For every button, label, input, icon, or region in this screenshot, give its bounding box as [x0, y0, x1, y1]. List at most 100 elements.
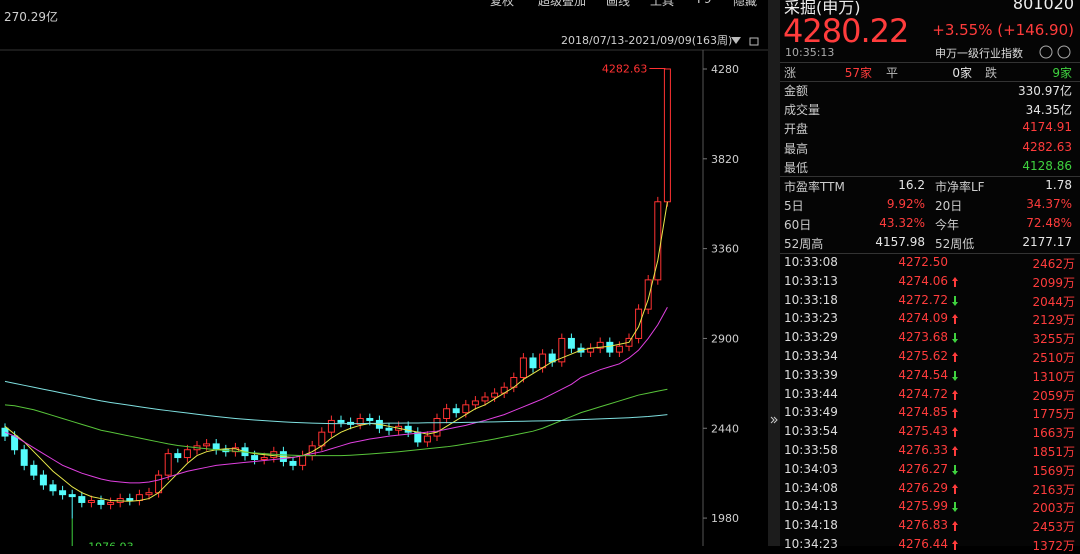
candle-body [164, 453, 172, 476]
candle-body [49, 484, 57, 492]
stat-value: 34.35亿 [1025, 103, 1072, 118]
candle-body [423, 435, 431, 443]
trade-time: 10:34:18 [784, 518, 838, 533]
trade-direction-icon [952, 446, 958, 456]
candle-body [481, 396, 489, 402]
max-label: 4282.63 [602, 62, 648, 75]
lock-icon[interactable] [749, 37, 759, 46]
dropdown-icon[interactable] [731, 37, 741, 44]
candle-body [97, 500, 105, 505]
trade-price: 4276.29 [898, 480, 948, 495]
breadth-value: 0家 [952, 66, 972, 80]
trade-time: 10:33:34 [784, 349, 838, 363]
candle-body [443, 408, 451, 419]
trade-volume: 2129万 [1032, 313, 1075, 328]
candle-body [471, 400, 479, 406]
toolbar-button[interactable]: 隐藏 [733, 0, 758, 8]
trade-price: 4275.62 [898, 349, 948, 363]
candle-body [327, 419, 335, 433]
stat-value: 34.37% [1026, 197, 1072, 211]
trade-price: 4276.27 [898, 461, 948, 476]
moving-average-line [4, 306, 668, 484]
trade-volume: 3255万 [1032, 332, 1075, 347]
trade-time: 10:33:44 [784, 386, 838, 401]
stat-label: 开盘 [784, 122, 809, 137]
trade-price: 4274.85 [898, 405, 948, 420]
toolbar-button[interactable]: 画线 [606, 0, 631, 8]
trade-volume: 2163万 [1032, 482, 1075, 497]
stat-value: 4128.86 [1022, 158, 1072, 173]
panel-icons[interactable] [1038, 44, 1078, 60]
candle-body [289, 460, 297, 466]
trade-direction-icon [952, 464, 958, 475]
candle-body [20, 449, 28, 466]
candle-body [145, 492, 153, 496]
trade-time: 10:34:13 [784, 499, 838, 514]
trade-price: 4276.44 [898, 537, 948, 551]
candle-body [68, 494, 76, 498]
candle-body [519, 357, 527, 378]
range-label: 2018/07/13-2021/09/09(163周) [561, 34, 732, 47]
trade-price: 4272.72 [898, 292, 948, 307]
trade-time: 10:33:54 [784, 424, 838, 439]
stat-label: 市盈率TTM [784, 180, 845, 194]
divider [780, 81, 1080, 82]
candle-body [606, 341, 614, 353]
candle-body [203, 443, 211, 447]
toolbar-button[interactable]: 复权 [490, 0, 515, 8]
trade-volume: 2003万 [1032, 501, 1075, 516]
trade-price: 4274.72 [898, 386, 948, 401]
price-change: +3.55% (+146.90) [932, 21, 1074, 39]
arrow [952, 446, 958, 456]
breadth-label: 涨 [784, 66, 797, 80]
trade-time: 10:33:58 [784, 443, 838, 457]
candle-body [87, 500, 95, 503]
trade-volume: 1310万 [1032, 369, 1075, 384]
moving-average-line [4, 380, 668, 425]
y-tick-label: 2900 [711, 332, 739, 345]
candle-body [462, 404, 470, 414]
stat-label: 最低 [784, 160, 809, 175]
quote-panel: 采掘(申万) 801020 4280.22 +3.55% (+146.90) 10:35… [780, 0, 1080, 553]
toolbar-button[interactable]: 工具 [650, 0, 675, 8]
trade-time: 10:34:03 [784, 461, 838, 476]
trade-volume: 1663万 [1032, 426, 1075, 441]
trade-direction-icon [952, 483, 958, 494]
candle-body [356, 417, 364, 425]
toolbar-button[interactable]: 超级叠加 [538, 0, 587, 8]
candle-body [251, 455, 259, 461]
candle-body [596, 341, 604, 349]
trade-direction-icon [952, 333, 958, 344]
candle-body [433, 417, 441, 437]
moving-average-line [4, 388, 668, 457]
stat-value: 9.92% [886, 197, 925, 211]
expand-icon[interactable] [768, 0, 780, 546]
toolbar-button[interactable]: F9 [697, 0, 712, 6]
stat-label: 市净率LF [935, 180, 985, 194]
breadth-value: 57家 [844, 66, 872, 80]
divider [780, 62, 1080, 63]
stat-label: 52周低 [935, 237, 975, 251]
stat-label: 5日 [784, 199, 804, 213]
candle-body [30, 464, 38, 476]
trade-volume: 2099万 [1032, 275, 1075, 290]
security-name: 采掘(申万) [784, 0, 861, 17]
trade-time: 10:34:08 [784, 480, 838, 495]
trade-volume: 1775万 [1032, 407, 1075, 422]
trade-price: 4272.50 [898, 255, 948, 269]
arrow [952, 521, 958, 532]
index-type: 申万一级行业指数 [935, 47, 1023, 60]
trade-time: 10:33:49 [784, 405, 838, 420]
breadth-label: 平 [886, 66, 899, 80]
stat-value: 2177.17 [1022, 235, 1072, 249]
moving-average-line [4, 201, 668, 502]
trade-time: 10:33:18 [784, 292, 838, 307]
candle-body [663, 68, 671, 203]
candlestick-chart: 270.29亿 2018/07/13-2021/09/09(163周) 4280… [0, 9, 768, 546]
min-label: 1976.93 [88, 541, 134, 546]
y-tick-label: 2440 [711, 422, 739, 435]
splitter[interactable] [768, 0, 780, 546]
arrow [952, 295, 958, 306]
arrow [952, 427, 958, 438]
